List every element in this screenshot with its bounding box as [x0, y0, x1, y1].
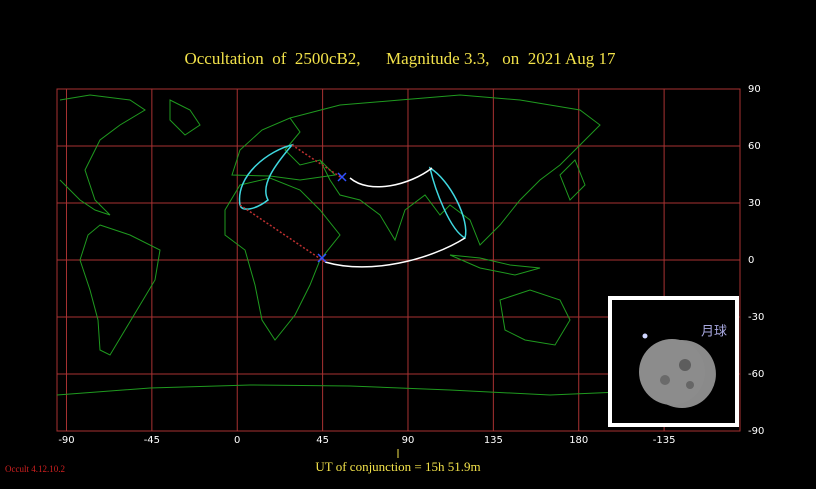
inset-label: 月球: [701, 325, 727, 340]
moon-inset: 月球: [608, 296, 739, 427]
x-tick-label: 45: [316, 435, 329, 446]
crater: [686, 381, 694, 389]
y-tick-label: 90: [748, 84, 761, 95]
y-tick-label: -60: [748, 369, 764, 380]
moon-disc: [639, 339, 705, 405]
map-frame: [56, 88, 741, 432]
occultation-path: [238, 143, 467, 268]
crater: [679, 359, 691, 371]
conjunction-label: UT of conjunction = 15h 51.9m: [315, 459, 480, 474]
x-tick-label: 180: [569, 435, 588, 446]
x-tick-label: 90: [402, 435, 415, 446]
x-tick-label: 0: [234, 435, 240, 446]
x-tick-label: -45: [144, 435, 160, 446]
coastlines: [56, 94, 621, 396]
y-tick-label: 30: [748, 198, 761, 209]
crater: [660, 375, 670, 385]
y-tick-label: 0: [748, 255, 754, 266]
x-tick-label: -135: [653, 435, 676, 446]
y-tick-label: 60: [748, 141, 761, 152]
x-tick-label: -90: [58, 435, 74, 446]
y-tick-label: -90: [748, 426, 764, 437]
x-tick-label: 135: [484, 435, 503, 446]
y-tick-label: -30: [748, 312, 764, 323]
title: Occultation of 2500cB2, Magnitude 3.3, o…: [184, 49, 616, 68]
version-label: Occult 4.12.10.2: [5, 464, 65, 474]
star: [642, 333, 648, 339]
